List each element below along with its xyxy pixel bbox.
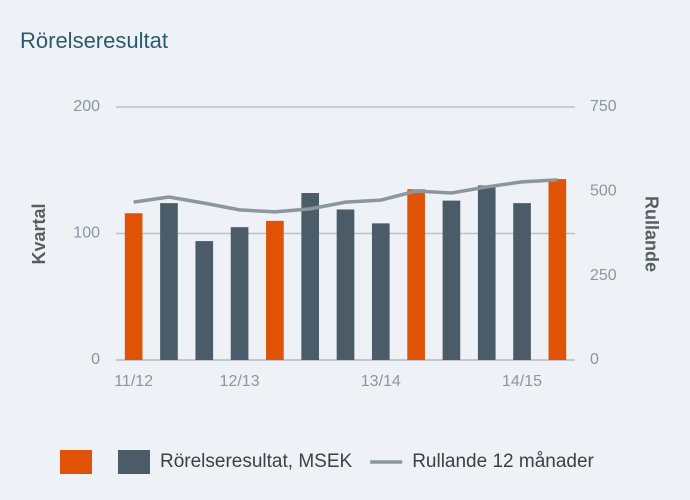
y2-tick-label: 750 [590,98,617,115]
bar [195,241,214,360]
y2-tick-label: 500 [590,183,617,200]
bar [513,203,531,360]
x-tick-label: 13/14 [361,373,401,390]
x-tick-label: 12/13 [220,373,260,390]
bar [160,203,178,360]
legend-swatch [118,450,150,474]
bar [442,200,461,360]
legend-label: Rörelseresultat, MSEK [160,451,353,472]
y-tick-label: 200 [73,98,100,115]
bar [548,179,567,360]
x-tick-label: 14/15 [502,373,542,390]
y2-axis-title: Rullande [641,196,661,272]
y-tick-label: 0 [91,351,100,368]
y2-tick-label: 250 [590,267,617,284]
legend-label: Rullande 12 månader [412,451,594,472]
x-tick-label: 11/12 [114,373,153,390]
bar [124,213,143,360]
bar [336,209,355,360]
legend-swatch [60,450,92,474]
y2-tick-label: 0 [590,351,599,368]
bar [230,227,249,360]
bar [301,193,320,360]
bar [477,185,496,360]
bar [371,223,390,360]
y-axis-title: Kvartal [29,203,49,264]
y-tick-label: 100 [73,225,100,242]
chart-title: Rörelseresultat [20,28,168,53]
bar [407,189,425,360]
line [133,178,558,214]
bar [266,220,284,360]
